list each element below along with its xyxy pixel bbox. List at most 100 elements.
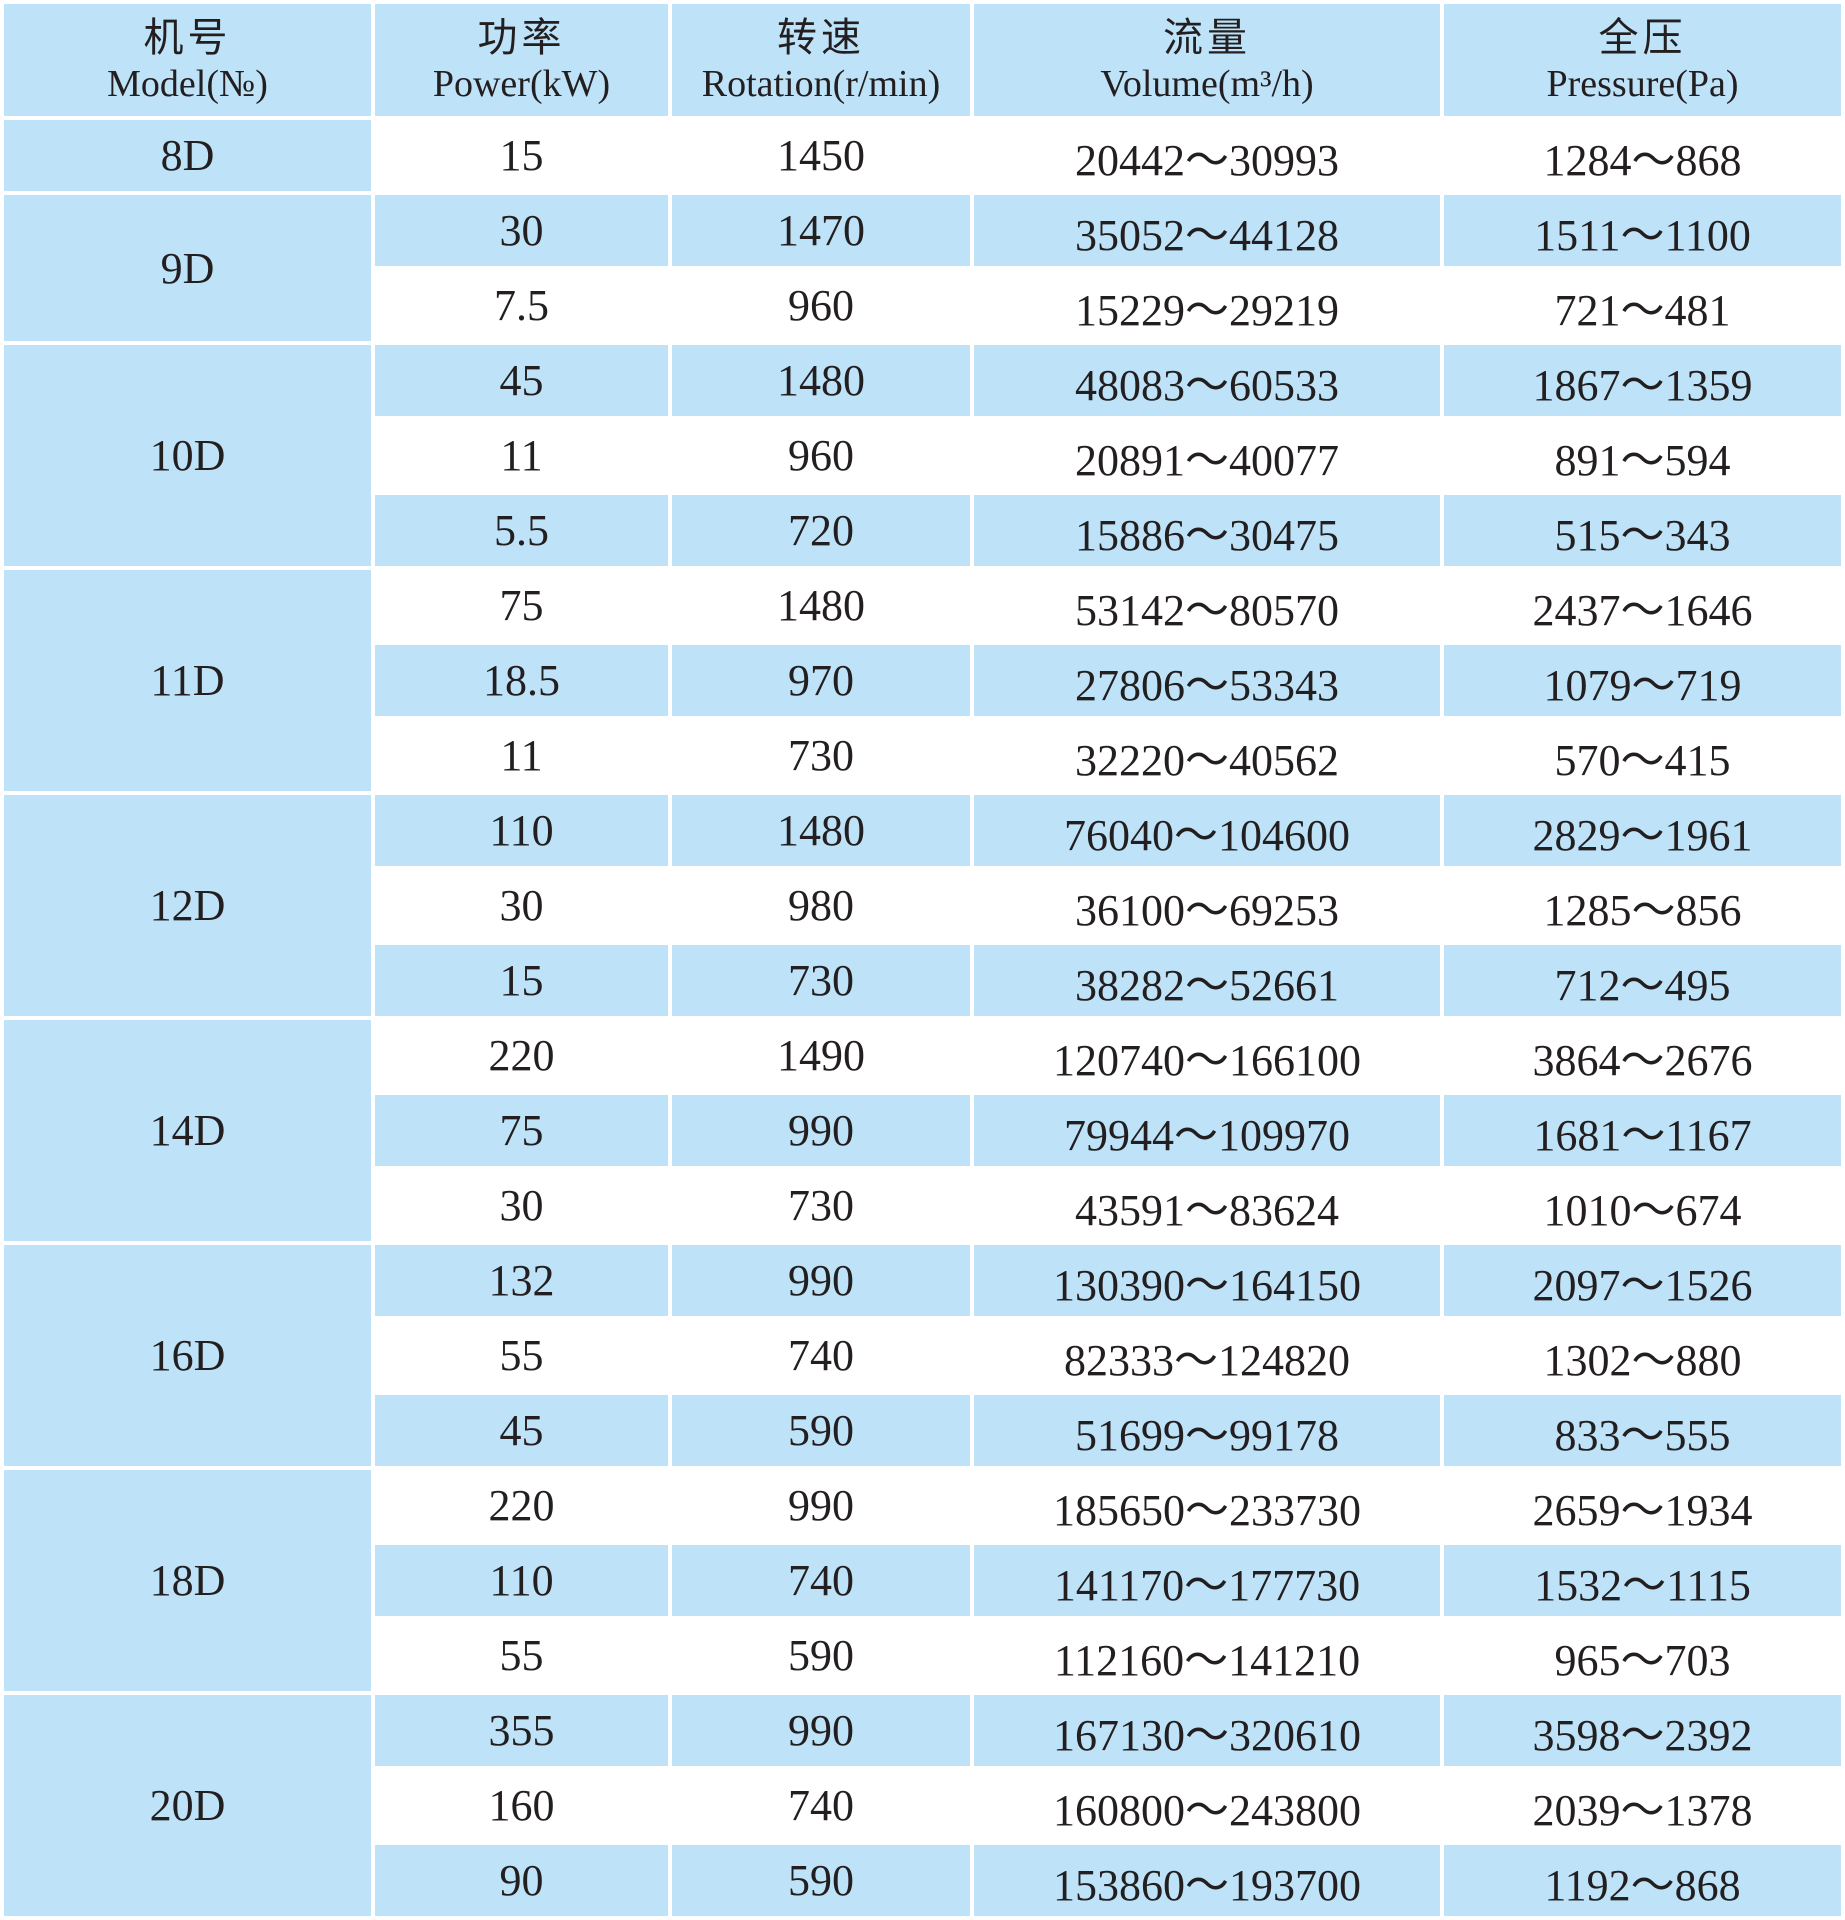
header-rotation-cn: 转速 [777,15,865,62]
volume-cell: 120740～166100 [974,1020,1440,1091]
power-cell: 75 [375,570,668,641]
power-cell: 30 [375,870,668,941]
rotation-cell: 990 [672,1095,970,1166]
header-pressure-en: Pressure(Pa) [1546,63,1739,106]
pressure-cell: 1284～868 [1444,120,1841,191]
pressure-cell: 2039～1378 [1444,1770,1841,1841]
table-row: 20D 355 990 167130～320610 3598～2392 [4,1695,1841,1916]
volume-cell: 20891～40077 [974,420,1440,491]
pressure-cell: 891～594 [1444,420,1841,491]
header-volume: 流量 Volume(m³/h) [974,4,1440,116]
table-row: 30 980 36100～69253 1285～856 [4,870,1841,941]
table-row: 12D 110 1480 76040～104600 2829～1961 [4,795,1841,1016]
volume-cell: 35052～44128 [974,195,1440,266]
power-cell: 220 [375,1020,668,1091]
volume-cell: 167130～320610 [974,1695,1440,1766]
volume-cell: 32220～40562 [974,720,1440,791]
volume-cell: 160800～243800 [974,1770,1440,1841]
table-row: 18.5 970 27806～53343 1079～719 [4,645,1841,716]
volume-cell: 130390～164150 [974,1245,1440,1316]
pressure-cell: 1079～719 [1444,645,1841,716]
header-model: 机号 Model(№) [4,4,371,116]
pressure-cell: 833～555 [1444,1395,1841,1466]
volume-cell: 76040～104600 [974,795,1440,866]
header-power: 功率 Power(kW) [375,4,668,116]
rotation-cell: 730 [672,720,970,791]
header-power-cn: 功率 [477,15,566,62]
pressure-cell: 2437～1646 [1444,570,1841,641]
power-cell: 18.5 [375,645,668,716]
pressure-cell: 570～415 [1444,720,1841,791]
rotation-cell: 590 [672,1845,970,1916]
header-model-en: Model(№) [107,63,268,106]
pressure-cell: 1867～1359 [1444,345,1841,416]
power-cell: 132 [375,1245,668,1316]
volume-cell: 153860～193700 [974,1845,1440,1916]
power-cell: 30 [375,195,668,266]
pressure-cell: 1681～1167 [1444,1095,1841,1166]
rotation-cell: 590 [672,1620,970,1691]
table-row: 5.5 720 15886～30475 515～343 [4,495,1841,566]
volume-cell: 112160～141210 [974,1620,1440,1691]
volume-cell: 38282～52661 [974,945,1440,1016]
pressure-cell: 965～703 [1444,1620,1841,1691]
power-cell: 55 [375,1620,668,1691]
table-row: 18D 220 990 185650～233730 2659～1934 [4,1470,1841,1691]
table-header: 机号 Model(№) 功率 Power(kW) 转速 Rotation(r/m… [4,4,1841,116]
power-cell: 45 [375,345,668,416]
pressure-cell: 721～481 [1444,270,1841,341]
rotation-cell: 960 [672,420,970,491]
power-cell: 5.5 [375,495,668,566]
model-cell: 12D [4,795,371,1016]
rotation-cell: 1470 [672,195,970,266]
power-cell: 90 [375,1845,668,1916]
table-body: 8D 15 1450 20442～30993 1284～868 9D 30 1470 35052… [4,120,1841,1916]
header-rotation: 转速 Rotation(r/min) [672,4,970,116]
model-cell: 9D [4,195,371,341]
pressure-cell: 1302～880 [1444,1320,1841,1391]
header-pressure-cn: 全压 [1598,15,1687,62]
pressure-cell: 2659～1934 [1444,1470,1841,1541]
volume-cell: 185650～233730 [974,1470,1440,1541]
model-cell: 20D [4,1695,371,1916]
model-cell: 10D [4,345,371,566]
table-row: 8D 15 1450 20442～30993 1284～868 [4,120,1841,191]
rotation-cell: 730 [672,945,970,1016]
header-power-en: Power(kW) [432,63,611,106]
table-row: 110 740 141170～177730 1532～1115 [4,1545,1841,1616]
volume-cell: 20442～30993 [974,120,1440,191]
volume-cell: 36100～69253 [974,870,1440,941]
power-cell: 160 [375,1770,668,1841]
header-volume-cn: 流量 [1163,15,1251,62]
model-cell: 16D [4,1245,371,1466]
rotation-cell: 740 [672,1770,970,1841]
pressure-cell: 3864～2676 [1444,1020,1841,1091]
pressure-cell: 1285～856 [1444,870,1841,941]
model-cell: 11D [4,570,371,791]
table-row: 55 740 82333～124820 1302～880 [4,1320,1841,1391]
volume-cell: 79944～109970 [974,1095,1440,1166]
header-pressure: 全压 Pressure(Pa) [1444,4,1841,116]
power-cell: 11 [375,420,668,491]
pressure-cell: 712～495 [1444,945,1841,1016]
rotation-cell: 960 [672,270,970,341]
rotation-cell: 990 [672,1245,970,1316]
power-cell: 7.5 [375,270,668,341]
table-row: 160 740 160800～243800 2039～1378 [4,1770,1841,1841]
volume-cell: 141170～177730 [974,1545,1440,1616]
power-cell: 45 [375,1395,668,1466]
rotation-cell: 970 [672,645,970,716]
table-row: 90 590 153860～193700 1192～868 [4,1845,1841,1916]
volume-cell: 82333～124820 [974,1320,1440,1391]
volume-cell: 15229～29219 [974,270,1440,341]
rotation-cell: 1480 [672,570,970,641]
power-cell: 110 [375,795,668,866]
volume-cell: 51699～99178 [974,1395,1440,1466]
table-row: 10D 45 1480 48083～60533 1867～1359 [4,345,1841,566]
table-row: 11 960 20891～40077 891～594 [4,420,1841,491]
rotation-cell: 1480 [672,345,970,416]
pressure-cell: 1010～674 [1444,1170,1841,1241]
rotation-cell: 1450 [672,120,970,191]
model-cell: 8D [4,120,371,191]
volume-cell: 48083～60533 [974,345,1440,416]
